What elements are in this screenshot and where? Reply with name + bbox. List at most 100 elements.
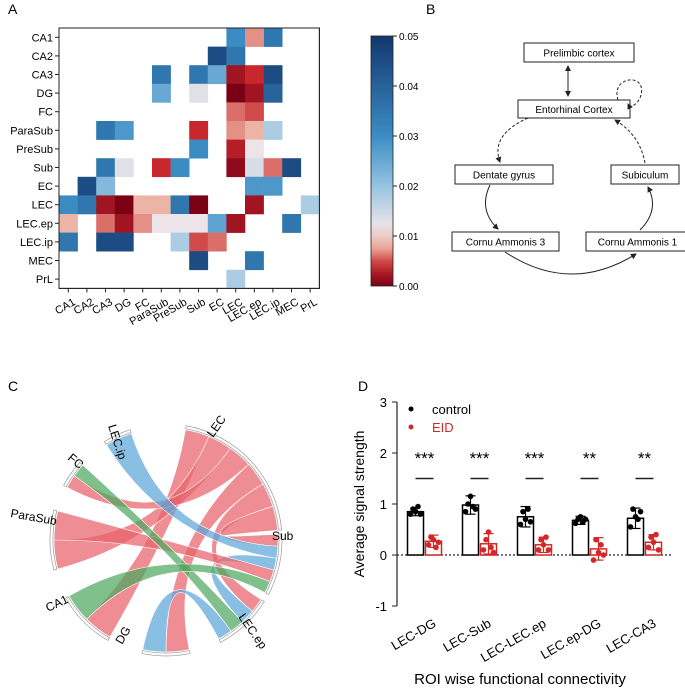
colorbar-tick-label: 0.05 <box>399 32 419 43</box>
data-point <box>412 508 419 515</box>
heatmap-cell <box>152 214 171 233</box>
row-label: LEC <box>32 200 53 212</box>
heatmap-cell <box>300 195 320 215</box>
heatmap-cell <box>96 176 116 196</box>
heatmap-cell <box>59 232 78 252</box>
data-point <box>485 529 492 535</box>
heatmap-cell <box>226 158 246 178</box>
chord-arc <box>185 425 282 531</box>
row-label: Sub <box>33 163 53 175</box>
diagram-panel-b: Prelimbic cortex Entorhinal Cortex Dentate… <box>451 42 685 275</box>
heatmap-cell <box>189 121 209 140</box>
data-point <box>490 549 497 556</box>
heatmap-cell <box>189 139 209 159</box>
heatmap-cell <box>226 139 246 159</box>
edge-sub-ec <box>614 119 646 164</box>
chord-label: ParaSub <box>9 506 58 528</box>
data-point <box>582 516 589 523</box>
data-point <box>462 508 469 515</box>
chord-label: CA1 <box>43 592 70 615</box>
data-point <box>407 511 414 517</box>
data-point <box>517 521 524 528</box>
heatmap-cell <box>263 28 283 47</box>
heatmap-cell <box>77 195 97 215</box>
col-label: DG <box>113 296 133 315</box>
y-tick-label: -1 <box>375 599 387 614</box>
heatmap-cell <box>245 83 264 103</box>
edge-ca3-ca1 <box>504 251 637 275</box>
heatmap-cell <box>226 28 246 47</box>
data-point <box>433 544 439 551</box>
heatmap-cell <box>152 83 171 103</box>
heatmap-cell <box>245 65 264 85</box>
data-point <box>520 508 526 515</box>
row-label: ParaSub <box>10 125 53 137</box>
data-point <box>425 542 432 548</box>
heatmap-cell <box>207 65 227 85</box>
heatmap-cell <box>245 158 264 178</box>
row-label: EC <box>38 181 53 193</box>
heatmap-cell <box>152 158 171 178</box>
data-point <box>488 544 494 551</box>
heatmap-cell <box>189 232 209 252</box>
heatmap-cell <box>226 214 246 233</box>
col-label: Sub <box>185 296 208 316</box>
data-point <box>467 493 474 500</box>
heatmap-cell <box>245 139 264 159</box>
heatmap-cell <box>59 195 78 215</box>
data-point <box>430 536 437 543</box>
heatmap-cell <box>189 65 209 85</box>
heatmap-cell <box>170 232 190 252</box>
edge-self-loop <box>616 79 643 110</box>
diagram-node-label: Subiculum <box>622 171 669 182</box>
data-point <box>635 516 641 523</box>
colorbar-tick-label: 0.00 <box>399 282 419 293</box>
heatmap-cell <box>207 214 227 233</box>
data-point <box>465 501 471 507</box>
category-label: LEC.ep-DG <box>538 615 604 662</box>
heatmap-cell <box>226 83 246 103</box>
data-point <box>627 524 634 530</box>
data-point <box>593 536 599 543</box>
data-point <box>522 516 529 523</box>
panel-letter-a: A <box>8 1 18 17</box>
data-point <box>472 506 479 512</box>
heatmap-cell <box>245 195 264 215</box>
row-label: MEC <box>29 256 54 268</box>
data-point <box>435 539 442 546</box>
data-point <box>415 503 421 510</box>
diagram-node-label: Prelimbic cortex <box>543 49 614 60</box>
y-tick-label: 3 <box>380 395 387 410</box>
y-tick-label: 2 <box>380 446 387 461</box>
row-label: FC <box>38 107 53 119</box>
y-tick-label: 0 <box>380 548 387 563</box>
y-tick-label: 1 <box>380 497 387 512</box>
heatmap-cell <box>245 176 264 196</box>
row-label: LEC.ip <box>20 237 53 249</box>
data-point <box>545 547 552 553</box>
heatmap-cell <box>77 176 97 196</box>
data-point <box>525 506 531 512</box>
significance-stars: ** <box>638 449 652 468</box>
data-point <box>600 552 607 558</box>
heatmap-cell <box>189 195 209 215</box>
heatmap-cell <box>114 232 134 252</box>
data-point <box>645 544 652 551</box>
panel-letter-c: C <box>8 378 18 394</box>
panel-letter-b: B <box>426 1 435 17</box>
edge-ca1-sub <box>639 186 653 231</box>
heatmap-cell <box>133 195 153 215</box>
heatmap-panel-a: CA1CA2CA3DGFCParaSubPreSubSubECLECLEC.ep… <box>10 27 419 328</box>
data-point <box>637 508 644 515</box>
legend-dot-eid <box>408 424 414 430</box>
category-label: LEC-CA3 <box>603 615 658 655</box>
diagram-node-label: Entorhinal Cortex <box>535 105 612 116</box>
data-point <box>535 547 542 553</box>
diagram-node-box <box>454 164 554 185</box>
heatmap-cell <box>263 121 283 140</box>
heatmap-cell <box>96 232 116 252</box>
row-label: CA1 <box>32 32 53 44</box>
data-point <box>595 549 602 556</box>
